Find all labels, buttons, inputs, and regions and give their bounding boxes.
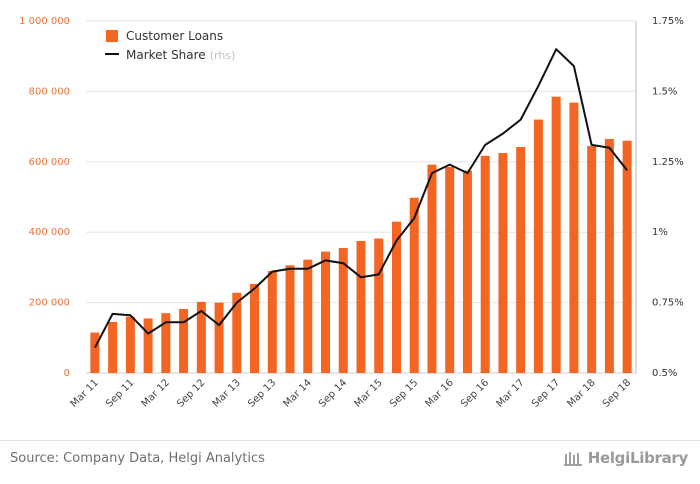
x-tick-label: Sep 13 [246,377,278,409]
bar [409,197,419,373]
legend-label-market-share-name: Market Share [126,48,206,62]
bar [143,318,153,373]
bar [303,259,313,373]
y-right-tick-label: 1.5% [652,86,677,97]
x-tick-label: Mar 12 [140,377,172,409]
x-tick-label: Sep 11 [104,377,136,409]
y-left-tick-label: 200 000 [29,298,70,309]
bar-series-customer-loans [90,96,632,374]
bar [179,308,189,373]
y-left-tick-label: 1 000 000 [19,16,70,27]
x-tick-label: Mar 17 [494,377,526,409]
bar [338,248,348,373]
bar [569,102,579,373]
bar [391,221,401,373]
legend-label-market-share: Market Share (rhs) [126,48,235,62]
gridlines [86,20,637,374]
x-tick-label: Mar 13 [211,377,243,409]
y-right-tick-label: 1.25% [652,157,684,168]
y-axis-left: 0 200 000 400 000 600 000 800 000 1 000 000 [19,16,70,379]
bar [498,153,508,373]
bar [427,164,437,373]
market-share-line [94,48,628,349]
brand-logo: HelgiLibrary [563,449,689,470]
footer: Source: Company Data, Helgi Analytics He… [0,440,700,484]
x-axis: Mar 11 Sep 11 Mar 12 Sep 12 Mar 13 Sep 13 Mar … [69,377,634,409]
y-right-tick-label: 0.5% [652,368,677,379]
bar [161,313,171,373]
x-tick-label: Sep 14 [317,377,349,409]
y-left-tick-label: 800 000 [29,86,70,97]
x-tick-label: Mar 15 [352,377,384,409]
y-right-tick-label: 1.75% [652,16,684,27]
bar [356,241,366,373]
x-tick-label: Sep 18 [601,377,633,409]
bar [267,270,277,373]
bar [462,170,472,373]
x-tick-label: Sep 12 [175,377,207,409]
source-note: Source: Company Data, Helgi Analytics [10,451,265,466]
bar [374,238,384,373]
library-icon [563,450,584,470]
bar [125,316,135,373]
y-left-tick-label: 400 000 [29,227,70,238]
bar [196,301,206,373]
bar [285,265,295,373]
x-tick-label: Mar 14 [282,377,314,409]
y-left-tick-label: 0 [64,368,70,379]
bar [533,119,543,373]
x-tick-label: Mar 16 [423,377,455,409]
x-tick-label: Sep 17 [530,377,562,409]
x-tick-label: Mar 11 [69,377,101,409]
y-left-tick-label: 600 000 [29,157,70,168]
y-right-tick-label: 0.75% [652,298,684,309]
legend-label-customer-loans: Customer Loans [126,29,223,43]
bar [445,167,455,373]
legend-swatch-customer-loans [106,30,118,42]
chart: 0 200 000 400 000 600 000 800 000 1 000 000 0… [19,16,684,410]
y-right-tick-label: 1% [652,227,668,238]
bar [551,96,561,374]
bar [480,155,490,373]
bar [622,140,632,373]
bar [232,292,242,373]
brand-name: HelgiLibrary [587,449,689,467]
bar [321,251,331,373]
line-series-market-share [94,48,628,349]
bar [587,145,597,373]
bar [214,302,224,373]
bar [108,321,118,373]
bar [604,138,614,373]
legend: Customer Loans Market Share (rhs) [105,29,235,62]
x-tick-label: Sep 16 [459,377,491,409]
x-tick-label: Mar 18 [565,377,597,409]
legend-note-rhs: (rhs) [210,49,236,62]
y-axis-right: 0.5% 0.75% 1% 1.25% 1.5% 1.75% [652,16,684,379]
x-tick-label: Sep 15 [388,377,420,409]
bar [250,283,260,373]
bar [516,147,526,373]
bar [90,332,100,373]
